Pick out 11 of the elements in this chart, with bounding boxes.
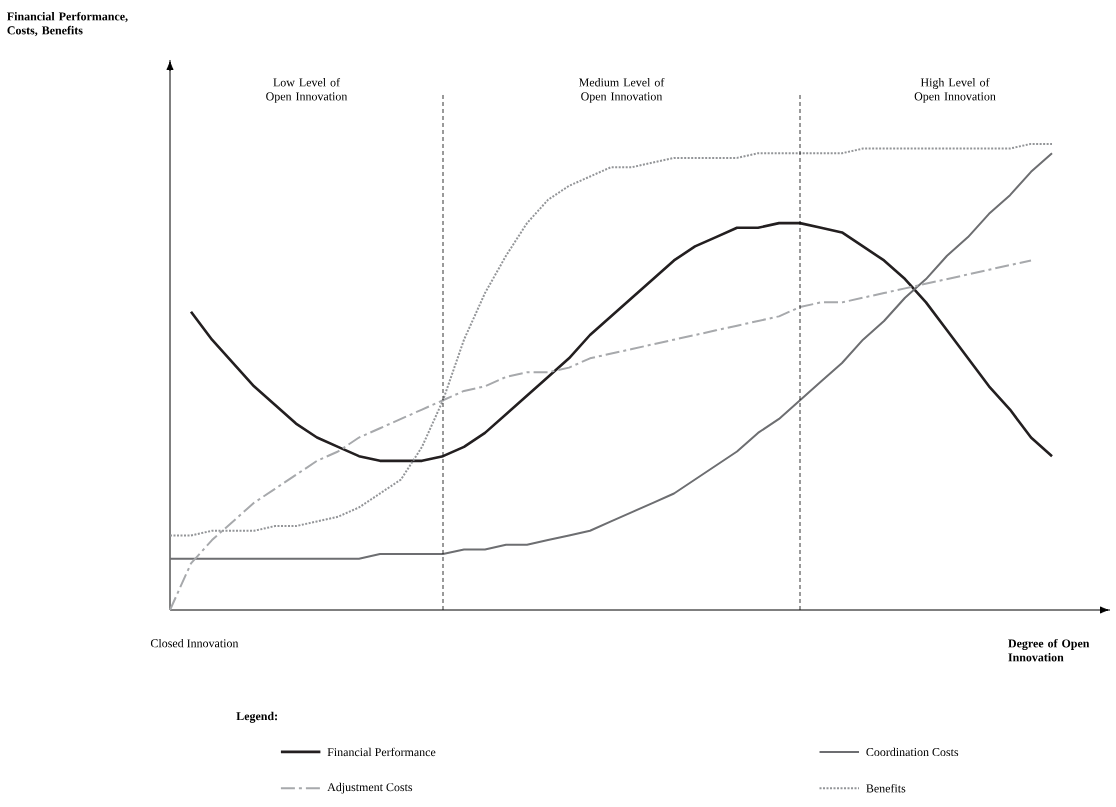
text: Low Level of Open Innovation (266, 77, 348, 103)
text: High Level of Open Innovation (914, 77, 996, 103)
legend-label: Benefits (866, 783, 906, 793)
text: Medium Level of Open Innovation (579, 77, 665, 103)
legend-label: Adjustment Costs (327, 782, 413, 794)
text: Closed Innovation (150, 638, 239, 648)
legend-label: Coordination Costs (866, 747, 959, 757)
legend-label: Financial Performance (327, 747, 436, 757)
text: Financial Performance, Costs, Benefits (7, 11, 128, 37)
legend-title: Legend: (236, 711, 277, 723)
x-axis-title: Degree of Open Innovation (1008, 638, 1090, 662)
